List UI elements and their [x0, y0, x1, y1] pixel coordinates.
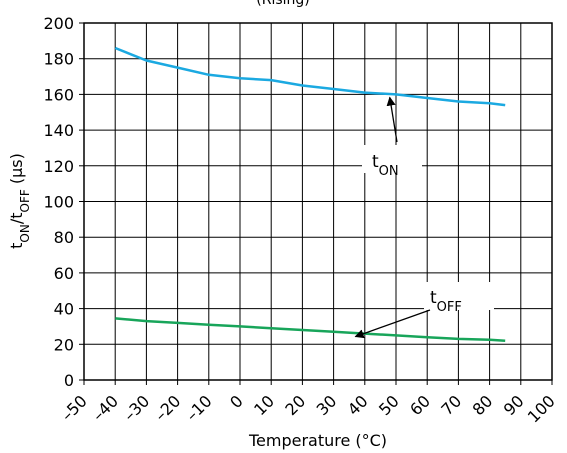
x-tick-label: 100	[524, 391, 559, 426]
x-tick-label: –20	[151, 391, 184, 424]
annotation-bg	[424, 282, 494, 310]
series-label-toff: tOFF	[430, 288, 462, 315]
y-tick-label: 180	[43, 50, 74, 69]
y-axis-title-unit: (µs)	[7, 153, 26, 189]
x-tick-label: 70	[437, 391, 465, 419]
x-tick-label: 20	[281, 391, 309, 419]
y-tick-label: 40	[54, 300, 74, 319]
x-tick-label: 60	[406, 391, 434, 419]
y-tick-label: 200	[43, 14, 74, 33]
annotation-arrow-toff	[354, 309, 431, 339]
y-tick-label: 80	[54, 228, 74, 247]
x-tick-label: 0	[226, 391, 247, 412]
annotation-arrow-ton	[386, 96, 398, 143]
y-axis-title-t1: t	[7, 243, 26, 249]
x-tick-label: –10	[182, 391, 215, 424]
y-axis-title: tON/tOFF (µs)	[7, 153, 32, 249]
y-tick-label: 20	[54, 335, 74, 354]
y-tick-label: 140	[43, 121, 74, 140]
x-tick-label: –30	[120, 391, 153, 424]
y-tick-label: 100	[43, 193, 74, 212]
y-ticks: 0 20 40 60 80 100 120 140 160 180 200	[43, 14, 84, 390]
y-tick-label: 160	[43, 85, 74, 104]
y-tick-label: 60	[54, 264, 74, 283]
series-label-main: t	[430, 288, 437, 308]
series-label-sub: ON	[379, 164, 399, 179]
series-layer	[114, 46, 506, 342]
x-tick-label: 90	[500, 391, 528, 419]
series-line-toff	[115, 317, 506, 342]
grid	[84, 23, 552, 380]
x-tick-label: 40	[344, 391, 372, 419]
x-tick-label: –40	[89, 391, 122, 424]
x-axis-title: Temperature (°C)	[248, 431, 387, 450]
y-tick-label: 0	[64, 371, 74, 390]
x-tick-label: 30	[313, 391, 341, 419]
y-axis-title-sub2: OFF	[18, 189, 32, 212]
y-tick-label: 120	[43, 157, 74, 176]
x-tick-label: –50	[57, 391, 90, 424]
x-tick-label: 10	[250, 391, 278, 419]
y-axis-title-sub1: ON	[18, 224, 32, 242]
series-label-main: t	[372, 152, 379, 172]
series-line-ton	[114, 46, 506, 107]
chart-title: (Rising)	[256, 0, 309, 8]
x-tick-label: 80	[469, 391, 497, 419]
series-label-sub: OFF	[437, 300, 462, 315]
y-axis-title-mid: /t	[7, 212, 26, 224]
x-tick-label: 50	[375, 391, 403, 419]
plot-frame	[83, 22, 553, 381]
annotation-bg	[362, 145, 422, 173]
series-label-ton: tON	[372, 152, 399, 179]
